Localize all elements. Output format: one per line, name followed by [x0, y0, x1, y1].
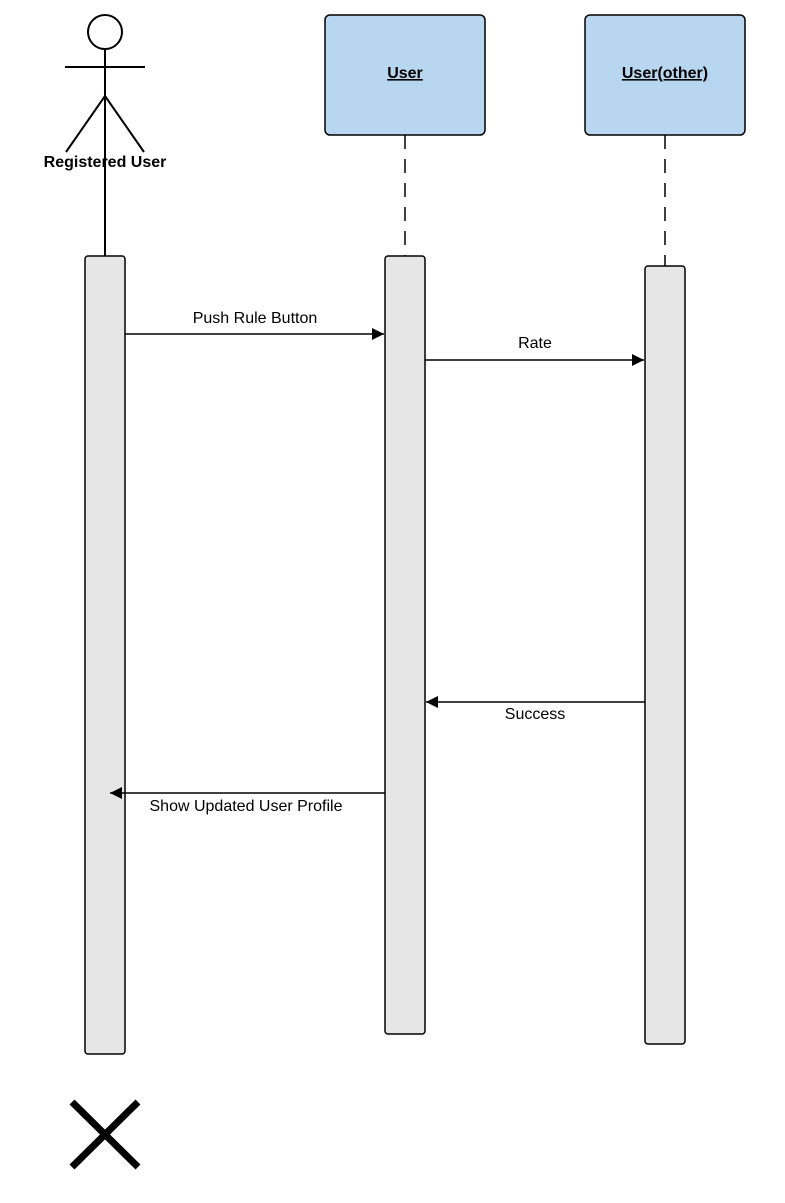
message-label: Success	[505, 706, 565, 723]
message-label: Push Rule Button	[193, 310, 318, 327]
destroy-x-icon	[69, 1099, 141, 1170]
message-push-rule-button: Push Rule Button	[125, 310, 384, 340]
activation-bar-registered-user	[84, 255, 126, 1055]
stick-figure-icon	[65, 14, 145, 153]
participant-label: User	[387, 65, 423, 82]
actor-left-leg	[65, 95, 106, 153]
activation-bar-user-other	[644, 265, 686, 1045]
message-rate: Rate	[425, 335, 644, 366]
activation-bar-user	[384, 255, 426, 1035]
message-show-updated-user-profile: Show Updated User Profile	[110, 787, 385, 815]
actor-label: Registered User	[44, 154, 167, 171]
message-success: Success	[426, 696, 645, 723]
actor-head	[87, 14, 123, 50]
message-label: Show Updated User Profile	[150, 798, 343, 815]
actor-right-leg	[104, 95, 145, 153]
message-label: Rate	[518, 335, 552, 352]
destroy-x-stroke	[69, 1099, 141, 1170]
participant-user: User	[324, 14, 486, 256]
participant-user-other: User(other)	[584, 14, 746, 266]
actor-registered-user: Registered User	[44, 14, 167, 256]
participant-label: User(other)	[622, 65, 708, 82]
